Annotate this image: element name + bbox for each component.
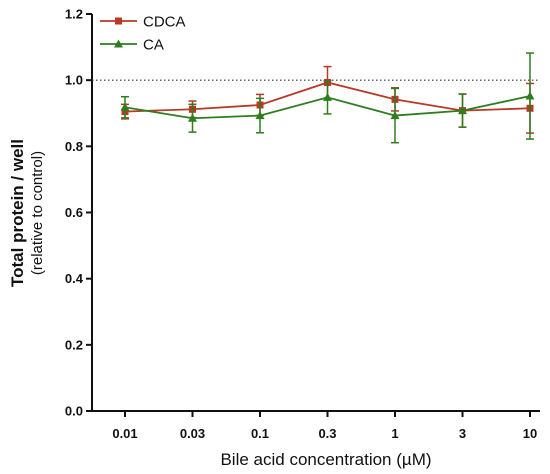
axes: 0.0 0.2 0.4 0.6 0.8 1.0 1.2 0.01 0.03 0.1 0.3 1 3 10 xyxy=(65,7,540,441)
x-tick-label: 0.1 xyxy=(251,426,269,441)
x-tick-label: 0.3 xyxy=(318,426,336,441)
data-point-ca xyxy=(188,113,197,122)
y-tick-label: 0.6 xyxy=(65,205,83,220)
y-tick-label: 0.2 xyxy=(65,337,83,352)
legend-marker-ca xyxy=(114,39,123,48)
data-point-ca xyxy=(390,111,400,120)
data-point-ca xyxy=(255,111,265,120)
legend-marker-cdca xyxy=(115,17,122,25)
y-tick-label: 1.2 xyxy=(65,7,83,22)
data-point-ca xyxy=(323,92,332,101)
x-tick-label: 0.03 xyxy=(180,426,205,441)
legend-label-cdca: CDCA xyxy=(143,14,186,31)
y-tick-label: 0.8 xyxy=(65,139,83,154)
x-tick-label: 10 xyxy=(523,426,537,441)
data-point-ca xyxy=(525,91,535,100)
y-axis-label: Total protein / well xyxy=(8,139,27,287)
y-tick-label: 0.0 xyxy=(65,404,83,419)
data-point-ca xyxy=(458,106,467,115)
x-tick-label: 1 xyxy=(391,426,398,441)
legend: CDCA CA xyxy=(100,14,186,54)
y-tick-label: 1.0 xyxy=(65,73,83,88)
x-tick-label: 3 xyxy=(459,426,466,441)
chart-marks xyxy=(120,52,535,144)
x-axis-label: Bile acid concentration (µM) xyxy=(220,450,431,469)
x-tick-label: 0.01 xyxy=(112,426,137,441)
data-point-ca xyxy=(120,102,130,111)
y-tick-label: 0.4 xyxy=(65,271,84,286)
y-axis-sublabel: (relative to control) xyxy=(29,151,46,275)
legend-label-ca: CA xyxy=(143,37,164,54)
series-ca xyxy=(120,52,535,144)
